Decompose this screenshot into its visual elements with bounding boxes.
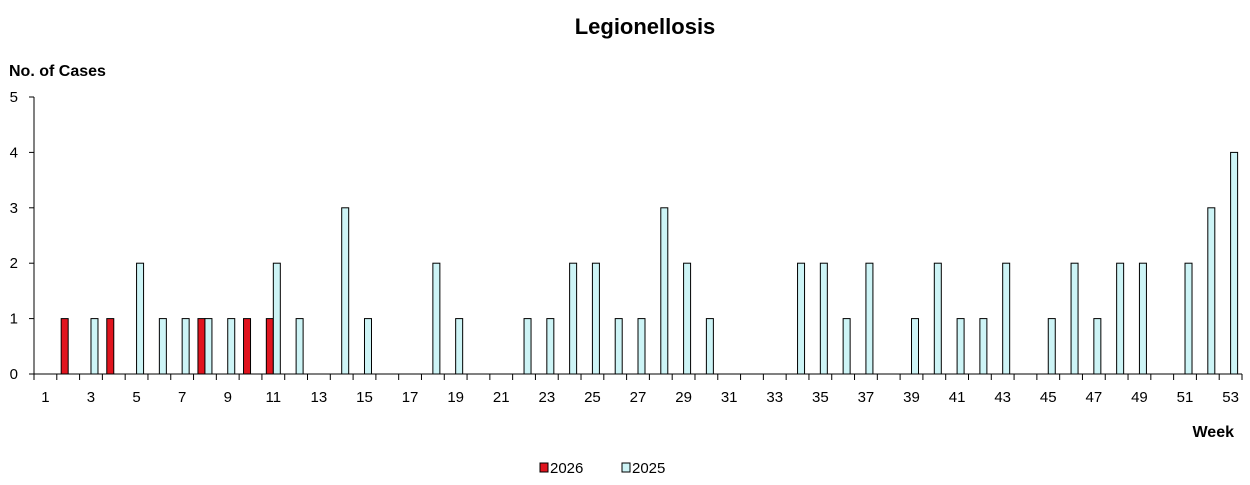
legend-label-2026: 2026 — [550, 460, 583, 477]
bar-2025-week-35 — [819, 262, 828, 375]
x-axis: 1 3 5 7 9 11 13 15 17 19 21 23 25 27 29 31 33 35 37 39 41 43 4… — [33, 374, 1243, 406]
x-tick-label: 43 — [994, 389, 1011, 406]
bar-2025-week-15 — [363, 318, 372, 375]
bar-2025-week-41 — [956, 318, 965, 375]
x-tick-label: 37 — [858, 389, 875, 406]
x-tick-label: 15 — [356, 389, 373, 406]
x-tick-label: 1 — [41, 389, 49, 406]
bar-2025-week-52 — [1207, 207, 1216, 375]
legend-swatch-2025 — [621, 462, 631, 473]
bar-2025-week-12 — [295, 318, 304, 375]
bar-2025-week-40 — [933, 262, 942, 375]
x-tick-label: 47 — [1086, 389, 1103, 406]
x-tick-label: 53 — [1222, 389, 1239, 406]
bar-2025-week-37 — [865, 262, 874, 375]
x-tick-label: 25 — [584, 389, 601, 406]
bar-2025-week-27 — [637, 318, 646, 375]
bar-2025-week-45 — [1047, 318, 1056, 375]
bar-2026-week-11 — [265, 318, 274, 375]
bar-2025-week-30 — [705, 318, 714, 375]
bar-2026-week-4 — [106, 318, 115, 375]
x-tick-label: 19 — [447, 389, 464, 406]
x-tick-label: 29 — [675, 389, 692, 406]
x-tick-label: 35 — [812, 389, 829, 406]
legend: 2026 2025 — [539, 460, 665, 477]
y-axis-label: No. of Cases — [9, 63, 106, 80]
y-axis: 0 1 2 3 4 5 — [10, 89, 34, 383]
chart-title: Legionellosis — [575, 14, 716, 39]
bar-2025-week-18 — [432, 262, 441, 375]
legend-label-2025: 2025 — [632, 460, 665, 477]
bar-2025-week-8 — [204, 318, 213, 375]
bar-2025-week-24 — [569, 262, 578, 375]
bar-2025-week-19 — [455, 318, 464, 375]
x-axis-label: Week — [1192, 424, 1234, 441]
x-tick-label: 3 — [87, 389, 95, 406]
x-tick-label: 41 — [949, 389, 966, 406]
bar-2025-week-14 — [341, 207, 350, 375]
y-tick-label: 5 — [10, 89, 18, 106]
x-tick-label: 49 — [1131, 389, 1148, 406]
y-tick-label: 2 — [10, 255, 18, 272]
x-tick-label: 51 — [1177, 389, 1194, 406]
bar-2025-week-49 — [1138, 262, 1147, 375]
bar-2025-week-29 — [683, 262, 692, 375]
x-tick-label: 11 — [266, 389, 282, 406]
bar-2026-week-2 — [60, 318, 69, 375]
bar-2025-week-22 — [523, 318, 532, 375]
y-tick-label: 0 — [10, 366, 18, 383]
y-tick-label: 3 — [10, 200, 18, 217]
bars — [60, 151, 1239, 375]
x-tick-label: 23 — [538, 389, 555, 406]
x-tick-label: 27 — [630, 389, 647, 406]
x-tick-label: 39 — [903, 389, 920, 406]
x-tick-label: 17 — [402, 389, 419, 406]
bar-2025-week-23 — [546, 318, 555, 375]
legend-swatch-2026 — [539, 462, 549, 473]
bar-2025-week-36 — [842, 318, 851, 375]
bar-2025-week-48 — [1116, 262, 1125, 375]
x-tick-label: 21 — [493, 389, 510, 406]
bar-2025-week-3 — [90, 318, 99, 375]
bar-2025-week-26 — [614, 318, 623, 375]
x-tick-label: 33 — [766, 389, 783, 406]
bar-2025-week-51 — [1184, 262, 1193, 375]
x-tick-label: 7 — [178, 389, 186, 406]
x-tick-label: 13 — [311, 389, 328, 406]
bar-2025-week-43 — [1002, 262, 1011, 375]
bar-2025-week-34 — [797, 262, 806, 375]
bar-2025-week-42 — [979, 318, 988, 375]
bar-2025-week-9 — [227, 318, 236, 375]
bar-2025-week-46 — [1070, 262, 1079, 375]
bar-2025-week-53 — [1230, 151, 1239, 375]
bar-2026-week-10 — [243, 318, 252, 375]
axes-lines — [33, 97, 1242, 375]
bar-2025-week-47 — [1093, 318, 1102, 375]
bar-2025-week-39 — [911, 318, 920, 375]
bar-2025-week-5 — [136, 262, 145, 375]
y-tick-label: 4 — [10, 144, 18, 161]
bar-2025-week-28 — [660, 207, 669, 375]
bar-2025-week-6 — [158, 318, 167, 375]
bar-2026-week-8 — [197, 318, 206, 375]
bar-2025-week-11 — [272, 262, 281, 375]
x-tick-label: 31 — [721, 389, 738, 406]
y-tick-label: 1 — [10, 311, 18, 328]
bar-2025-week-7 — [181, 318, 190, 375]
x-tick-label: 9 — [224, 389, 232, 406]
bar-2025-week-25 — [591, 262, 600, 375]
x-tick-label: 45 — [1040, 389, 1057, 406]
x-tick-label: 5 — [132, 389, 140, 406]
